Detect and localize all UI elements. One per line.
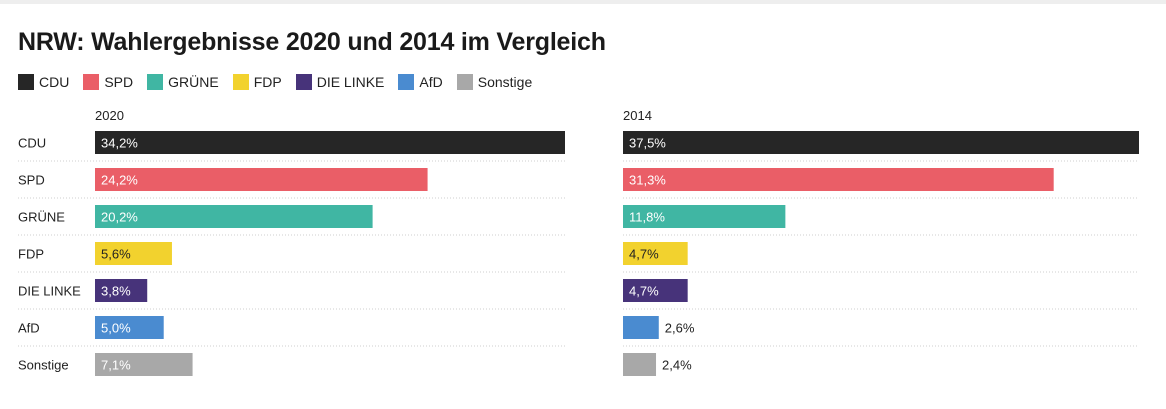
legend: CDU SPD GRÜNE FDP DIE LINKE AfD Sonstige [18,74,546,90]
legend-label-gruene: GRÜNE [168,74,219,90]
category-label-gruene: GRÜNE [18,210,65,225]
bar-fdp-2014 [623,242,688,265]
legend-label-sonstige: Sonstige [477,74,533,90]
data-label-gruene-2020: 20,2% [101,210,138,225]
legend-swatch-sonstige [456,74,473,90]
bar-die-linke-2020 [95,279,148,302]
legend-item-spd: SPD [83,74,133,90]
panel-header-2014: 2014 [623,108,652,123]
bar-afd-2020 [95,316,164,339]
legend-label-spd: SPD [104,74,134,90]
data-label-sonstige-2020: 7,1% [101,358,131,373]
data-label-spd-2014: 31,3% [629,173,666,188]
data-label-cdu-2014: 37,5% [629,136,666,151]
bar-gruene-2020 [95,205,373,228]
legend-label-fdp: FDP [253,74,282,90]
bar-fdp-2020 [95,242,172,265]
legend-swatch-gruene [147,74,164,90]
legend-item-die-linke: DIE LINKE [295,74,385,90]
data-label-gruene-2014: 11,8% [629,210,665,225]
bar-sonstige-2014 [623,353,657,376]
bar-cdu-2014 [623,131,1139,154]
category-label-cdu: CDU [18,136,46,151]
data-label-fdp-2014: 4,7% [629,247,659,262]
legend-swatch-die-linke [295,74,312,90]
data-label-sonstige-2014: 2,4% [662,358,692,373]
legend-label-die-linke: DIE LINKE [316,74,385,90]
bar-spd-2014 [623,168,1054,191]
data-label-afd-2014: 2,6% [665,321,695,336]
category-label-spd: SPD [18,173,45,188]
data-label-die-linke-2014: 4,7% [629,284,659,299]
category-label-afd: AfD [18,321,40,336]
legend-item-cdu: CDU [18,74,69,90]
legend-swatch-fdp [232,74,249,90]
data-label-die-linke-2020: 3,8% [101,284,131,299]
category-label-die-linke: DIE LINKE [18,284,81,299]
bar-spd-2020 [95,168,428,191]
legend-swatch-spd [83,74,100,90]
top-rule [0,0,1166,4]
bar-gruene-2014 [623,205,786,228]
legend-label-afd: AfD [419,74,443,90]
bar-cdu-2020 [95,131,565,154]
legend-label-cdu: CDU [39,74,70,90]
legend-swatch-afd [398,74,415,90]
chart-title: NRW: Wahlergebnisse 2020 und 2014 im Ver… [18,28,606,56]
data-label-fdp-2020: 5,6% [101,247,131,262]
panel-header-2020: 2020 [95,108,124,123]
legend-swatch-cdu [18,74,34,90]
bar-sonstige-2020 [95,353,193,376]
legend-item-afd: AfD [398,74,443,90]
data-label-spd-2020: 24,2% [101,173,138,188]
data-label-afd-2020: 5,0% [101,321,131,336]
legend-item-fdp: FDP [232,74,282,90]
legend-item-sonstige: Sonstige [456,74,533,90]
category-label-fdp: FDP [18,247,44,262]
data-label-cdu-2020: 34,2% [101,136,138,151]
bar-afd-2014 [623,316,659,339]
bar-die-linke-2014 [623,279,688,302]
legend-item-gruene: GRÜNE [147,74,219,90]
category-label-sonstige: Sonstige [18,358,69,373]
